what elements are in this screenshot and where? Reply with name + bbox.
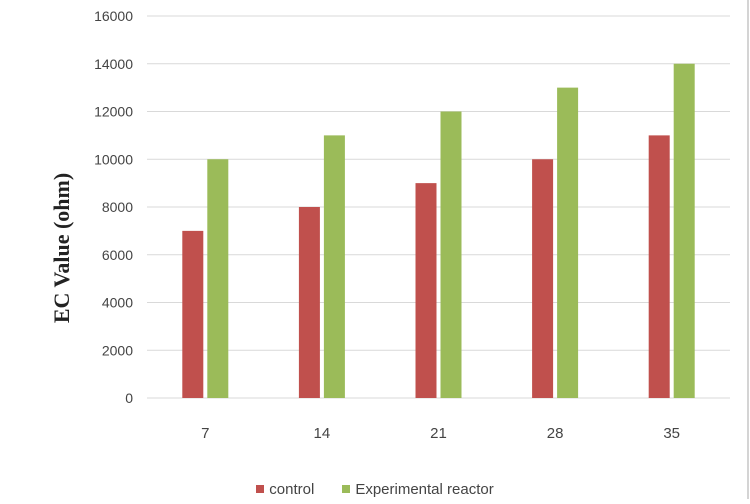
y-tick-label: 12000: [94, 104, 133, 120]
y-tick-label: 8000: [102, 199, 133, 215]
bar-control-21: [415, 183, 437, 398]
x-tick-label: 21: [430, 425, 447, 442]
legend-item-control: control: [256, 481, 314, 498]
x-tick-label: 28: [547, 425, 564, 442]
bar-experimental-reactor-14: [323, 135, 345, 398]
bar-experimental-reactor-28: [557, 87, 579, 398]
y-tick-label: 14000: [94, 56, 133, 72]
legend-item-experimental-reactor: Experimental reactor: [342, 480, 494, 498]
bar-experimental-reactor-21: [440, 111, 462, 398]
bar-experimental-reactor-7: [207, 159, 229, 398]
y-tick-label: 0: [125, 390, 133, 406]
legend-label-control: control: [269, 480, 315, 498]
y-tick-label: 6000: [102, 247, 133, 263]
bar-control-7: [182, 230, 204, 398]
bar-experimental-reactor-35: [673, 63, 695, 398]
x-tick-label: 35: [663, 425, 680, 442]
bar-control-28: [532, 159, 554, 398]
legend-label-experimental-reactor: Experimental reactor: [355, 480, 494, 498]
legend-swatch-control: [256, 485, 265, 493]
bar-control-35: [648, 135, 670, 398]
x-tick-label: 14: [314, 425, 331, 442]
y-tick-label: 16000: [94, 8, 133, 24]
legend-swatch-experimental-reactor: [342, 485, 351, 493]
x-tick-label: 7: [201, 425, 209, 442]
y-tick-label: 2000: [102, 342, 133, 358]
bar-control-14: [298, 207, 320, 398]
y-axis-label: EC Value (ohm): [49, 172, 74, 324]
chart-border: [747, 0, 749, 499]
y-tick-label: 10000: [94, 151, 133, 167]
legend: control Experimental reactor: [0, 480, 750, 498]
y-tick-label: 4000: [102, 295, 133, 311]
